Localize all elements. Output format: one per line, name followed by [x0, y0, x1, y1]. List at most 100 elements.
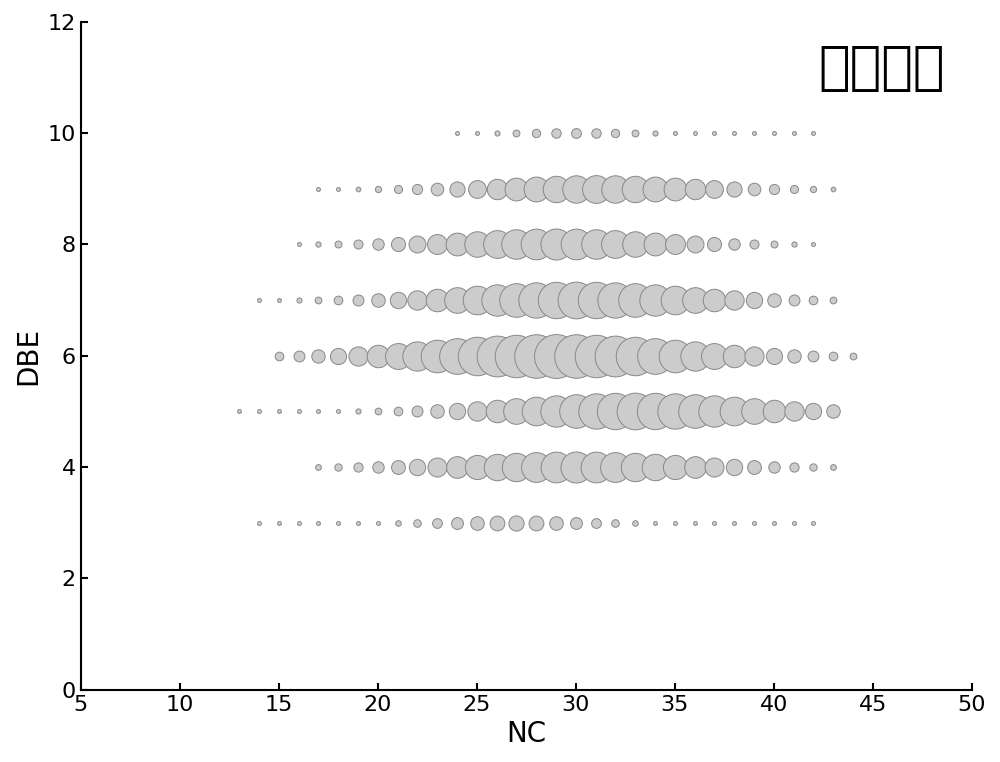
Point — [390, 517, 406, 529]
Point — [330, 350, 346, 362]
Point — [647, 517, 663, 529]
Point — [508, 517, 524, 529]
Point — [508, 461, 524, 473]
Point — [726, 405, 742, 418]
Point — [528, 239, 544, 251]
Point — [350, 517, 366, 529]
Point — [746, 405, 762, 418]
Point — [825, 461, 841, 473]
Point — [607, 294, 623, 306]
Point — [805, 461, 821, 473]
Point — [687, 183, 703, 195]
Point — [766, 461, 782, 473]
Point — [786, 461, 802, 473]
Point — [647, 294, 663, 306]
Point — [409, 294, 425, 306]
Point — [310, 239, 326, 251]
Point — [687, 350, 703, 362]
Point — [469, 127, 485, 139]
Point — [706, 350, 722, 362]
Point — [805, 517, 821, 529]
Point — [647, 183, 663, 195]
Point — [647, 461, 663, 473]
Point — [429, 183, 445, 195]
Point — [291, 350, 307, 362]
Point — [370, 294, 386, 306]
Point — [489, 294, 505, 306]
Point — [310, 350, 326, 362]
X-axis label: NC: NC — [506, 720, 546, 748]
Point — [766, 239, 782, 251]
Point — [291, 517, 307, 529]
Point — [766, 294, 782, 306]
Point — [607, 239, 623, 251]
Point — [449, 517, 465, 529]
Point — [726, 350, 742, 362]
Point — [647, 405, 663, 418]
Point — [548, 405, 564, 418]
Point — [706, 405, 722, 418]
Point — [706, 517, 722, 529]
Point — [786, 405, 802, 418]
Point — [489, 127, 505, 139]
Point — [370, 517, 386, 529]
Point — [469, 350, 485, 362]
Point — [627, 461, 643, 473]
Point — [429, 239, 445, 251]
Point — [370, 183, 386, 195]
Point — [271, 517, 287, 529]
Point — [251, 294, 267, 306]
Point — [568, 517, 584, 529]
Point — [429, 461, 445, 473]
Point — [310, 461, 326, 473]
Point — [449, 405, 465, 418]
Point — [469, 294, 485, 306]
Point — [548, 350, 564, 362]
Point — [786, 350, 802, 362]
Point — [350, 239, 366, 251]
Point — [429, 350, 445, 362]
Point — [687, 461, 703, 473]
Point — [251, 405, 267, 418]
Point — [667, 294, 683, 306]
Point — [766, 183, 782, 195]
Point — [588, 239, 604, 251]
Point — [271, 294, 287, 306]
Point — [370, 350, 386, 362]
Point — [271, 350, 287, 362]
Point — [370, 405, 386, 418]
Point — [568, 405, 584, 418]
Point — [409, 405, 425, 418]
Point — [568, 461, 584, 473]
Point — [528, 517, 544, 529]
Point — [291, 405, 307, 418]
Point — [786, 183, 802, 195]
Point — [746, 350, 762, 362]
Point — [786, 294, 802, 306]
Point — [508, 183, 524, 195]
Point — [825, 350, 841, 362]
Point — [528, 127, 544, 139]
Point — [647, 350, 663, 362]
Point — [370, 239, 386, 251]
Point — [607, 461, 623, 473]
Point — [390, 294, 406, 306]
Point — [706, 294, 722, 306]
Point — [805, 183, 821, 195]
Point — [706, 239, 722, 251]
Point — [825, 183, 841, 195]
Point — [350, 461, 366, 473]
Point — [568, 127, 584, 139]
Point — [627, 294, 643, 306]
Point — [568, 294, 584, 306]
Point — [726, 461, 742, 473]
Point — [687, 517, 703, 529]
Point — [607, 350, 623, 362]
Point — [667, 183, 683, 195]
Point — [528, 461, 544, 473]
Point — [548, 183, 564, 195]
Point — [607, 127, 623, 139]
Point — [726, 239, 742, 251]
Point — [805, 294, 821, 306]
Point — [449, 127, 465, 139]
